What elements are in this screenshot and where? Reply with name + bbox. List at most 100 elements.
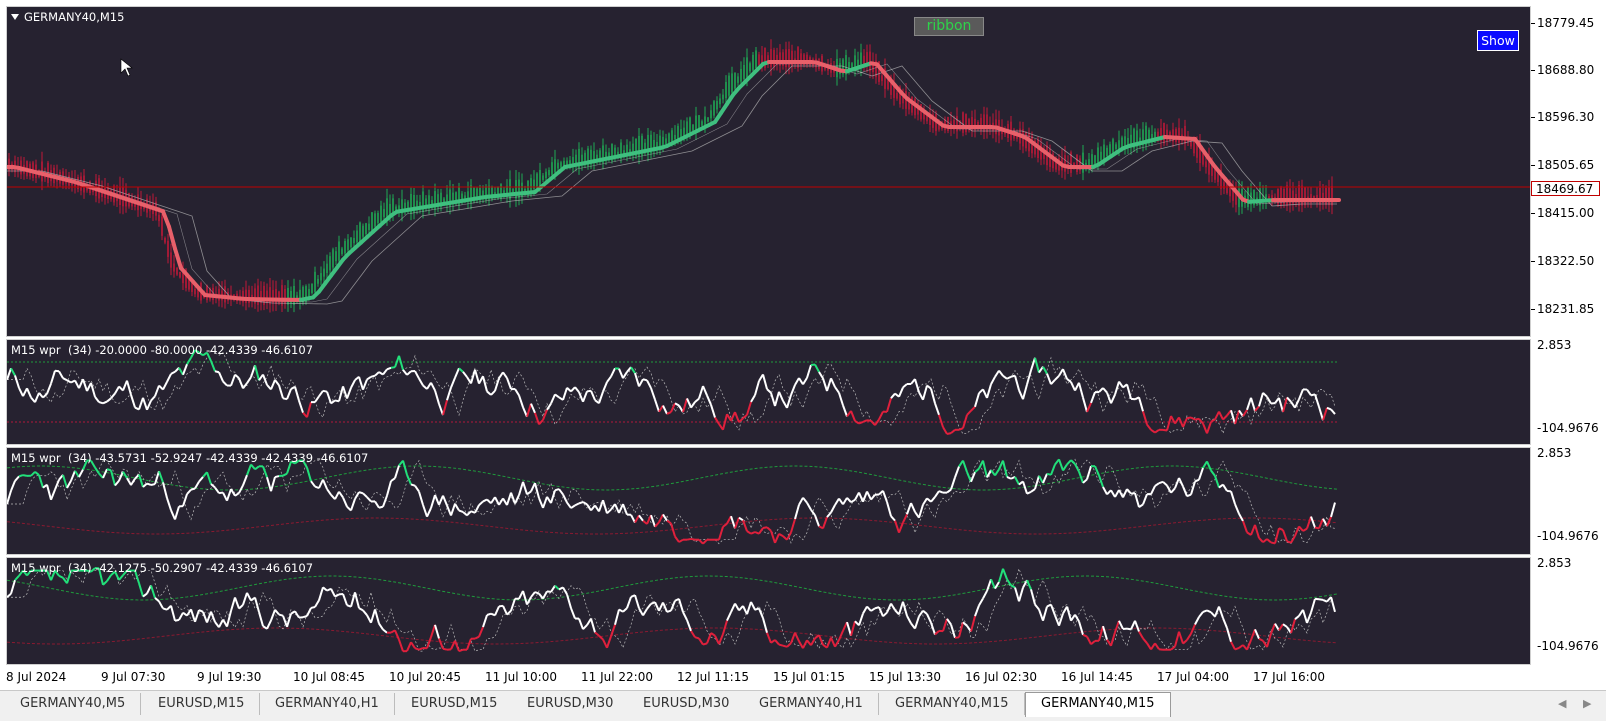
wpr-line-segment <box>775 392 779 406</box>
wpr-line-segment <box>439 639 443 649</box>
wpr-line-segment <box>963 622 967 626</box>
wpr-line-segment <box>799 378 803 384</box>
time-axis[interactable]: 8 Jul 2024 9 Jul 07:30 9 Jul 19:30 10 Ju… <box>0 665 1606 690</box>
tab-germany40-m15[interactable]: GERMANY40,M15 <box>880 693 1025 715</box>
price-chart-canvas[interactable] <box>7 7 1531 337</box>
show-button[interactable]: Show <box>1477 30 1519 51</box>
wpr-line-segment <box>275 476 279 477</box>
wpr-line-segment <box>459 368 463 372</box>
wpr-line-segment <box>747 602 751 614</box>
wpr-line-segment <box>1303 529 1307 531</box>
wpr-line-segment <box>579 502 583 503</box>
wpr-line-segment <box>879 607 883 616</box>
wpr-indicator-pane-2[interactable]: M15 wpr (34) -43.5731 -52.9247 -42.4339 … <box>6 447 1531 555</box>
wpr-line-segment <box>623 608 627 612</box>
tab-germany40-h1[interactable]: GERMANY40,H1 <box>260 693 395 715</box>
wpr-line-segment <box>287 614 291 627</box>
wpr-line-segment <box>255 365 259 380</box>
wpr-line-segment <box>563 494 567 502</box>
wpr-line-segment <box>359 608 363 610</box>
wpr-line-segment <box>215 371 219 372</box>
wpr-line-segment <box>1223 618 1227 628</box>
triangle-down-icon[interactable] <box>11 14 19 20</box>
wpr-indicator-pane-3[interactable]: M15 wpr (34) -42.1275 -50.2907 -42.4339 … <box>6 557 1531 665</box>
wpr-line-segment <box>975 393 979 407</box>
scroll-right-icon[interactable]: ▶ <box>1583 697 1591 710</box>
tab-eurusd-m30-2[interactable]: EURUSD,M30 <box>628 693 745 715</box>
wpr-line-segment <box>867 607 871 611</box>
wpr-line-segment <box>979 598 983 605</box>
chart-window[interactable]: GERMANY40,M15 ribbon Show M15 wpr (34) -… <box>0 0 1606 690</box>
tab-eurusd-m15-2[interactable]: EURUSD,M15 <box>396 693 513 715</box>
wpr-line-segment <box>191 488 195 489</box>
wpr-line-segment <box>711 633 715 636</box>
wpr-line-segment <box>675 403 679 405</box>
wpr-line-segment <box>623 504 627 515</box>
wpr-line-segment <box>523 482 527 494</box>
wpr-line-segment <box>1311 517 1315 528</box>
wpr-line-segment <box>975 469 979 473</box>
wpr-indicator-pane-1[interactable]: M15 wpr (34) -20.0000 -80.0000 -42.4339 … <box>6 339 1531 445</box>
tick-mark <box>1531 261 1535 262</box>
wpr-line-segment <box>507 611 511 615</box>
chart-symbol-title[interactable]: GERMANY40,M15 <box>11 10 124 24</box>
wpr-line-segment <box>1103 388 1107 393</box>
wpr-line-segment <box>1083 635 1087 637</box>
wpr-line-segment <box>835 499 839 505</box>
main-price-pane[interactable]: GERMANY40,M15 ribbon Show <box>6 6 1531 337</box>
wpr-line-segment <box>1219 607 1223 619</box>
wpr-line-segment <box>239 605 243 609</box>
wpr-line-segment <box>1139 397 1143 411</box>
wpr-line-segment <box>599 392 603 404</box>
wpr-line-segment <box>51 371 55 384</box>
tab-germany40-m5[interactable]: GERMANY40,M5 <box>5 693 141 715</box>
scroll-left-icon[interactable]: ◀ <box>1558 697 1566 710</box>
wpr-line-segment <box>603 500 607 513</box>
wpr-line-segment <box>1015 477 1019 485</box>
wpr-line-segment <box>1259 393 1263 407</box>
wpr-line-segment <box>975 605 979 616</box>
tab-eurusd-m30[interactable]: EURUSD,M30 <box>512 693 629 715</box>
wpr-line-segment <box>563 388 567 400</box>
wpr-line-segment <box>831 638 835 647</box>
wpr-line-segment <box>1187 495 1191 497</box>
wpr-line-segment <box>615 504 619 513</box>
wpr-line-segment <box>167 374 171 382</box>
wpr-line-segment <box>583 502 587 504</box>
wpr-line-segment <box>459 511 463 512</box>
wpr-line-segment <box>383 630 387 633</box>
wpr-line-segment <box>1115 621 1119 633</box>
wpr-line-segment <box>351 380 355 388</box>
wpr-line-segment <box>887 603 891 612</box>
wpr-line-segment <box>943 427 947 434</box>
wpr-line-segment <box>519 482 523 495</box>
price-scale[interactable]: 18779.45 18688.80 18596.30 18505.65 1841… <box>1531 6 1606 337</box>
tab-germany40-m15-active[interactable]: GERMANY40,M15 <box>1025 692 1171 717</box>
wpr-line-segment <box>851 411 855 421</box>
wpr-line-segment <box>1039 609 1043 620</box>
wpr-line-segment <box>255 466 259 469</box>
wpr-line-segment <box>1147 643 1151 649</box>
wpr-line-segment <box>863 420 867 422</box>
wpr-line-segment <box>983 591 987 598</box>
wpr-line-segment <box>19 475 23 476</box>
wpr-line-segment <box>299 401 303 413</box>
tab-eurusd-m15[interactable]: EURUSD,M15 <box>143 693 260 715</box>
wpr-line-segment <box>907 503 911 514</box>
wpr-scale-2: 2.853 -104.9676 <box>1531 447 1606 555</box>
wpr-line-segment <box>903 602 907 616</box>
wpr-line-segment <box>623 372 627 378</box>
chart-tab-bar: GERMANY40,M5 EURUSD,M15 GERMANY40,H1 EUR… <box>0 690 1606 721</box>
wpr-line-segment <box>1311 599 1315 613</box>
wpr-line-segment <box>863 607 867 614</box>
wpr-line-segment <box>439 404 443 415</box>
tab-germany40-h1-2[interactable]: GERMANY40,H1 <box>744 693 879 715</box>
wpr-line-segment <box>403 461 407 475</box>
wpr-line-segment <box>15 375 19 387</box>
wpr-line-segment <box>211 612 215 622</box>
wpr-line-segment <box>371 376 375 377</box>
wpr-line-segment <box>803 640 807 648</box>
wpr-line-segment <box>395 630 399 639</box>
wpr-line-segment <box>1259 639 1263 641</box>
wpr-line-segment <box>251 365 255 377</box>
